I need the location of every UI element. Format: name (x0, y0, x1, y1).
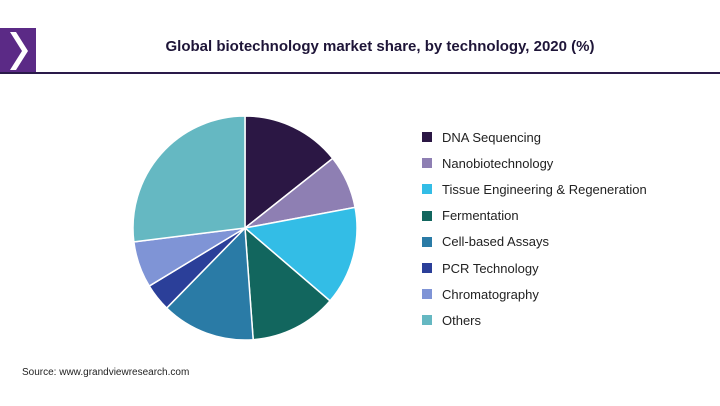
pie-chart (132, 115, 358, 341)
legend-label: Nanobiotechnology (442, 155, 554, 171)
chart-title: Global biotechnology market share, by te… (165, 38, 595, 55)
legend-swatch (422, 184, 432, 195)
legend-label: Cell-based Assays (442, 234, 549, 250)
pie-slice-cell-based-assays (165, 226, 254, 341)
chart-legend: DNA Sequencing Nanobiotechnology Tissue En… (422, 124, 712, 334)
legend-label: Chromatography (442, 286, 539, 302)
legend-label: PCR Technology (442, 260, 539, 276)
legend-item: Others (422, 307, 712, 333)
legend-swatch (422, 263, 432, 274)
legend-item: Chromatography (422, 281, 712, 307)
title-divider (0, 72, 720, 74)
legend-label: Others (442, 312, 482, 328)
legend-item: Fermentation (422, 203, 712, 229)
legend-swatch (422, 132, 432, 143)
grand-view-research-logo-icon (0, 28, 36, 74)
legend-label: DNA Sequencing (442, 129, 542, 145)
legend-item: Nanobiotechnology (422, 150, 712, 176)
pie-slice-fermentation (244, 226, 332, 341)
legend-swatch (422, 236, 432, 247)
legend-label: Tissue Engineering & Regeneration (442, 181, 647, 197)
legend-swatch (422, 210, 432, 221)
pie-slice-dna-sequencing (244, 115, 334, 230)
legend-item: Tissue Engineering & Regeneration (422, 176, 712, 202)
legend-item: Cell-based Assays (422, 229, 712, 255)
legend-item: DNA Sequencing (422, 124, 712, 150)
pie-slice-tissue-engineering-regeneration (243, 206, 358, 302)
pie-slice-others (132, 115, 246, 243)
legend-swatch (422, 289, 432, 300)
legend-item: PCR Technology (422, 255, 712, 281)
legend-label: Fermentation (442, 208, 519, 224)
legend-swatch (422, 158, 432, 169)
source-note: Source: www.grandviewresearch.com (22, 367, 190, 378)
legend-swatch (422, 315, 432, 326)
